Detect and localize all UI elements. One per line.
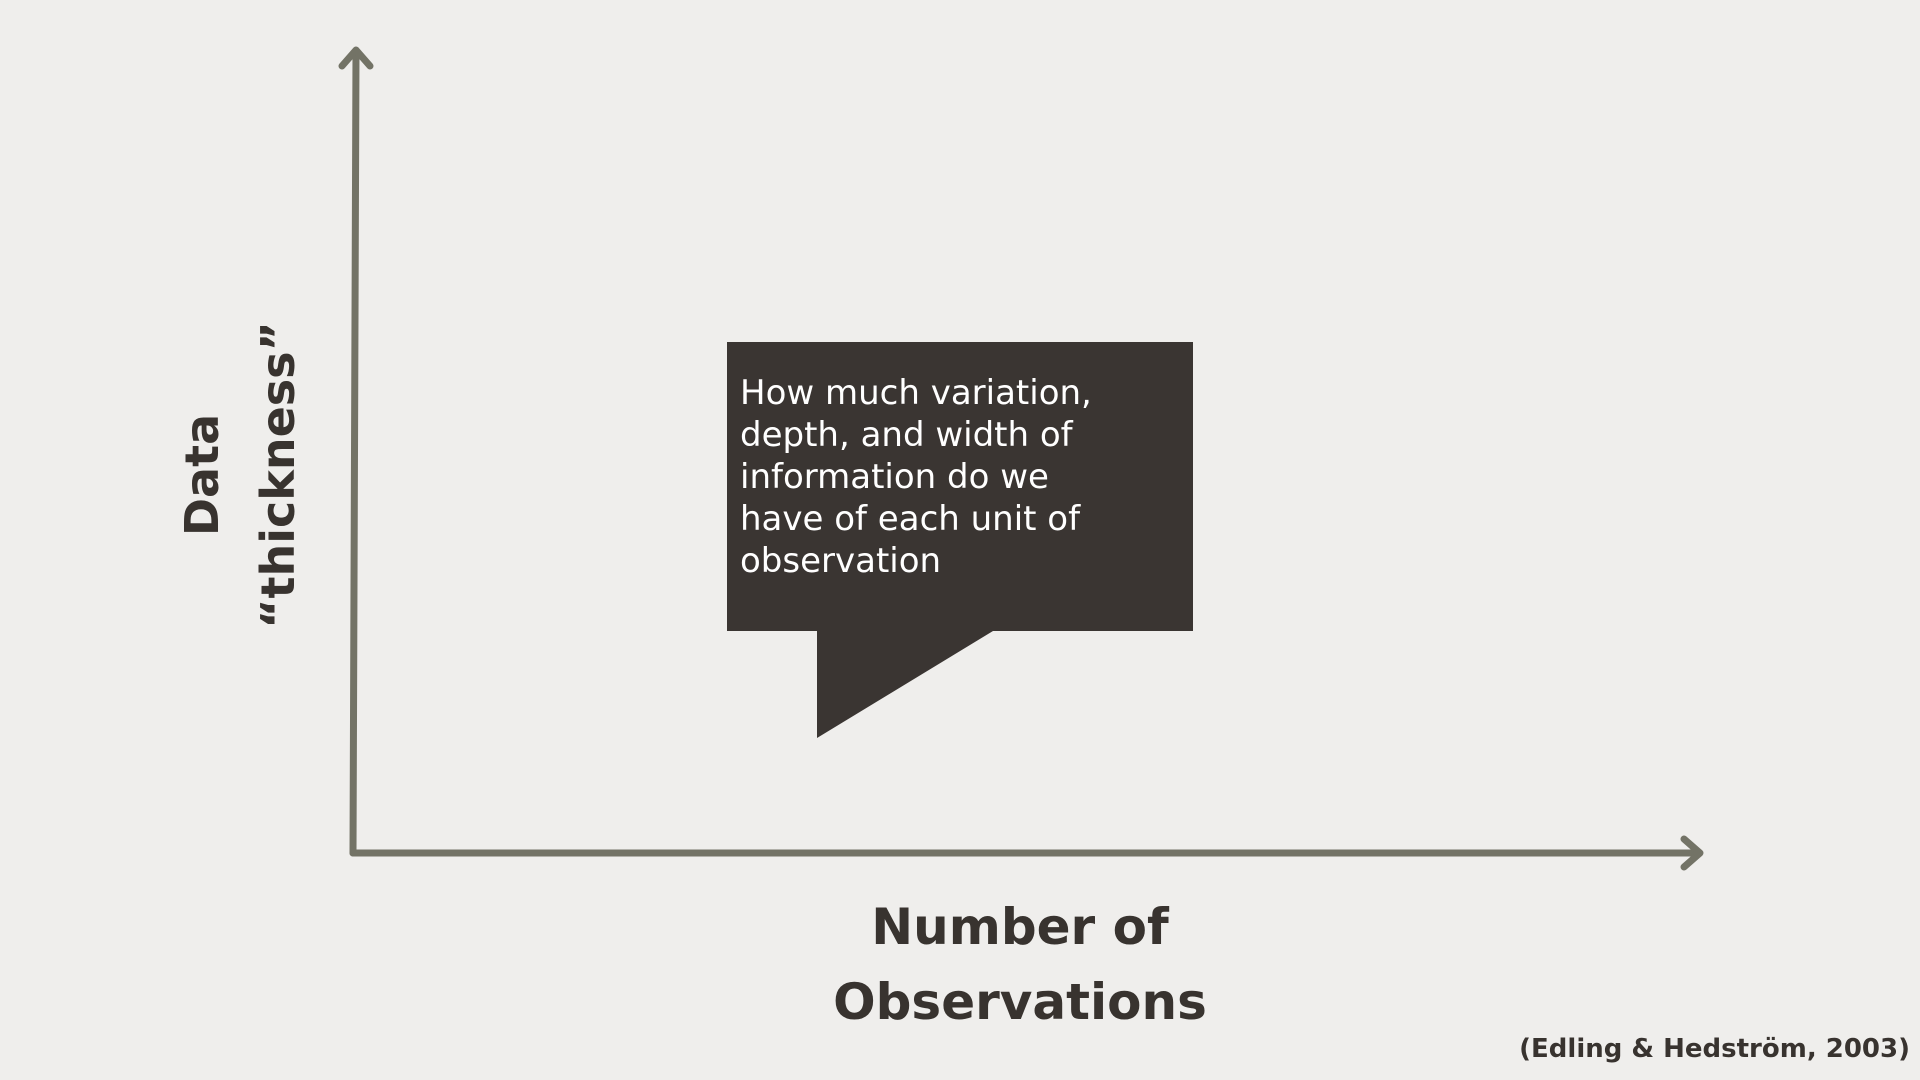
x-axis-arrowhead (1680, 835, 1704, 871)
citation: (Edling & Hedström, 2003) (1519, 1034, 1910, 1064)
callout-line-1: How much variation, (740, 373, 1092, 413)
x-axis-label-line-2: Observations (833, 973, 1207, 1031)
callout-text: How much variation, depth, and width of … (740, 372, 1180, 582)
y-axis-label-line-2: “thickness” (251, 321, 305, 629)
callout-line-2: depth, and width of (740, 415, 1073, 455)
y-axis-label-line-1: Data (175, 413, 229, 537)
x-axis-label: Number of Observations (820, 890, 1220, 1040)
callout-line-4: have of each unit of (740, 499, 1081, 539)
callout-bubble (727, 342, 1193, 738)
callout-line-3: information do we (740, 457, 1049, 497)
x-axis-label-line-1: Number of (871, 898, 1169, 956)
y-axis-arrowhead (338, 46, 374, 70)
y-axis-line (349, 48, 360, 857)
callout-line-5: observation (740, 541, 942, 581)
y-axis-label: Data “thickness” (164, 275, 316, 675)
